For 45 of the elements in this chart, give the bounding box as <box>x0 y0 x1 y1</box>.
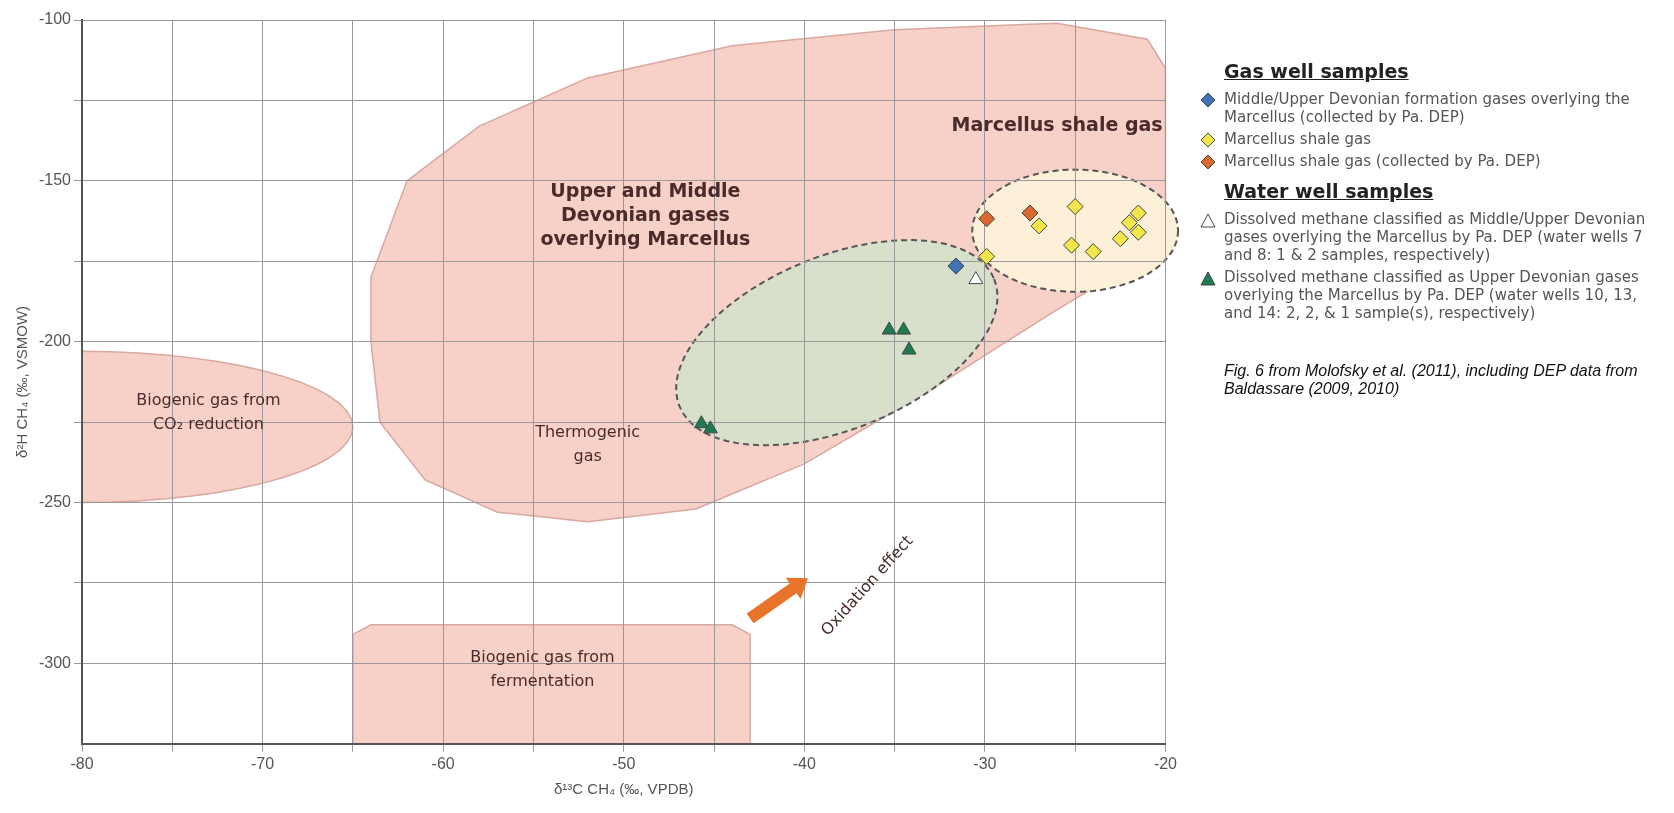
point <box>901 341 917 355</box>
point <box>1063 236 1081 254</box>
legend-label: Marcellus shale gas <box>1224 130 1372 148</box>
point <box>1084 243 1102 261</box>
annotation: Thermogenic gas <box>534 421 641 465</box>
x-axis-title: δ¹³C CH₄ (‰, VPDB) <box>554 780 694 798</box>
y-tick-label: -100 <box>38 10 72 28</box>
point <box>702 420 718 434</box>
caption: Fig. 6 from Molofsky et al. (2011), including DEP data from Baldassare (2009, 2010) <box>1224 362 1639 398</box>
point <box>896 321 912 335</box>
point <box>1030 217 1048 235</box>
x-tick-label: -40 <box>792 754 816 772</box>
point <box>1129 223 1147 241</box>
point <box>968 271 984 285</box>
annotation: Biogenic gas from CO₂ reduction <box>136 389 281 433</box>
y-tick-label: -300 <box>38 653 72 671</box>
annotation: Upper and Middle Devonian gases overlying Marcellus <box>540 179 751 250</box>
legend-label: Middle/Upper Devonian formation gases overlying the Marcellus (collected by Pa. DEP) <box>1224 90 1631 126</box>
point <box>1111 230 1129 248</box>
x-tick-label: -60 <box>431 754 455 772</box>
point <box>1120 214 1138 232</box>
annotation: Biogenic gas from fermentation <box>470 646 615 690</box>
point <box>881 321 897 335</box>
point <box>978 247 996 265</box>
text: Water well samples <box>1224 180 1435 202</box>
y-tick-label: -200 <box>38 332 72 350</box>
point <box>1066 198 1084 216</box>
point <box>1129 204 1147 222</box>
x-tick-label: -30 <box>973 754 997 772</box>
x-tick-label: -50 <box>612 754 636 772</box>
x-tick-label: -20 <box>1153 754 1178 772</box>
text: Gas well samples <box>1224 60 1410 82</box>
point <box>978 210 996 228</box>
point <box>947 257 965 275</box>
y-axis-title: δ²H CH₄ (‰, VSMOW) <box>13 305 31 458</box>
x-tick-label: -70 <box>251 754 275 772</box>
legend-label: Dissolved methane classified as Middle/Upper Devonian gases overlying the Marcellus by Pa. DEP (water wells 7 and 8: 1 & 2 samples, respectively) <box>1224 210 1647 264</box>
y-tick-label: -250 <box>38 492 72 510</box>
point <box>693 415 709 429</box>
point <box>1021 204 1039 222</box>
x-tick-label: -80 <box>70 754 94 772</box>
legend-label: Marcellus shale gas (collected by Pa. DEP) <box>1224 152 1541 170</box>
y-tick-label: -150 <box>38 171 72 189</box>
legend-label: Dissolved methane classified as Upper Devonian gases overlying the Marcellus by Pa. DEP (water wells 10, 13, and 14: 2, 2, & 1 sample(s), respectively) <box>1224 268 1640 322</box>
annotation: Marcellus shale gas <box>951 113 1163 136</box>
